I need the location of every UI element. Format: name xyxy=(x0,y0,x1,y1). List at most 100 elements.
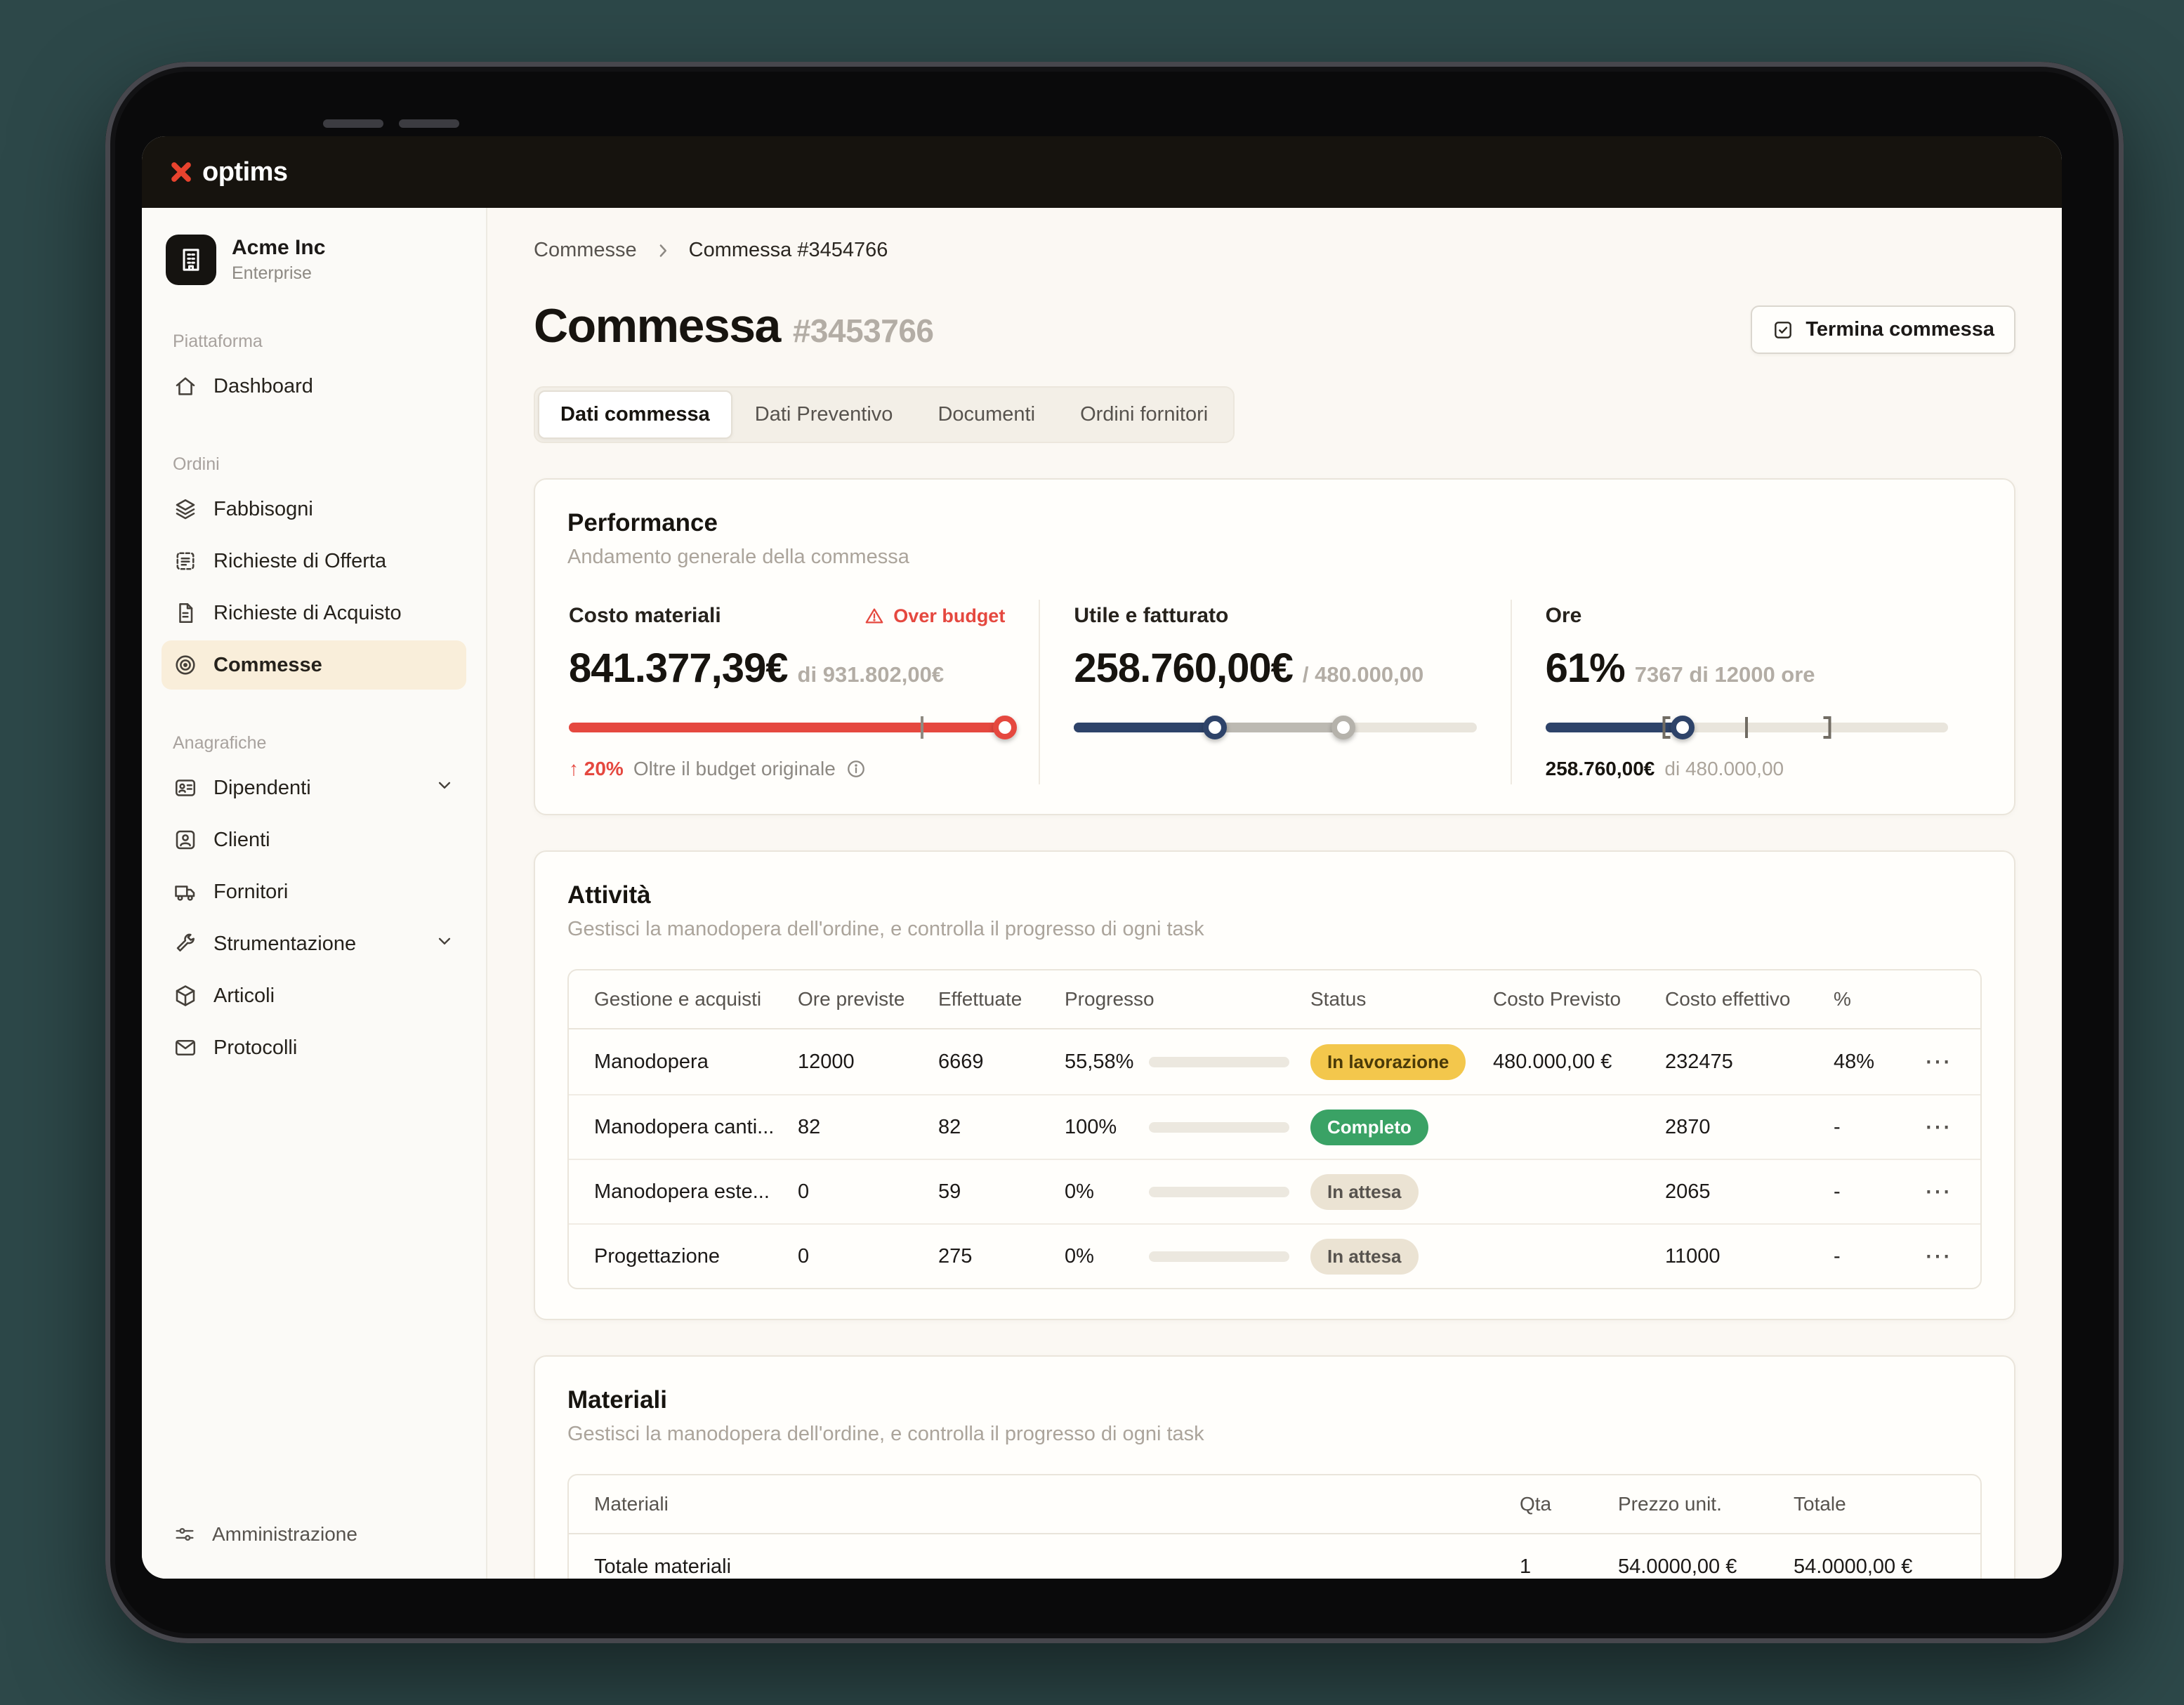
task-name: Manodopera canti... xyxy=(594,1115,775,1138)
section-label-anagrafiche: Anagrafiche xyxy=(173,733,267,753)
row-menu-button[interactable]: ⋯ xyxy=(1924,1112,1951,1142)
breadcrumb-root[interactable]: Commesse xyxy=(534,239,637,261)
range-close-marker xyxy=(1823,716,1831,739)
sidebar-item-label: Fornitori xyxy=(213,880,289,903)
card-subtitle: Gestisci la manodopera dell'ordine, e co… xyxy=(567,1423,1204,1445)
utile-slider-knob-high[interactable] xyxy=(1331,716,1356,739)
wrench-icon xyxy=(176,933,195,952)
sidebar-item-fabbisogni[interactable]: Fabbisogni xyxy=(162,485,466,534)
task-name: Manodopera este... xyxy=(594,1180,770,1203)
tab-dati-commessa[interactable]: Dati commessa xyxy=(538,390,732,439)
truck-icon xyxy=(175,886,195,901)
breadcrumb: Commesse Commessa #3454766 xyxy=(534,239,2015,262)
row-menu-button[interactable]: ⋯ xyxy=(1924,1177,1951,1206)
layers-icon xyxy=(176,499,195,520)
progress-cell: 0% xyxy=(1065,1245,1310,1268)
main-content: Commesse Commessa #3454766 Commessa #3453… xyxy=(487,208,2062,1579)
task-name: Progettazione xyxy=(594,1244,720,1268)
progress-bar xyxy=(1149,1251,1289,1262)
screen: optims Acme Inc Enterprise xyxy=(142,136,2062,1579)
performance-card: Performance Andamento generale della com… xyxy=(534,478,2015,815)
material-name: Totale materiali xyxy=(594,1555,732,1578)
tab-dati-preventivo[interactable]: Dati Preventivo xyxy=(754,403,893,426)
user-icon xyxy=(176,830,195,850)
costo-materiali-slider xyxy=(569,716,1018,739)
sidebar-item-label: Fabbisogni xyxy=(213,497,313,520)
target-icon xyxy=(176,655,195,675)
ore-footer-value: 258.760,00€ xyxy=(1545,758,1655,779)
card-title: Attività xyxy=(567,881,651,909)
progress-cell: 55,58% xyxy=(1065,1051,1310,1074)
sidebar-item-strumentazione[interactable]: Strumentazione xyxy=(162,919,466,968)
sidebar-item-label: Commesse xyxy=(213,653,322,676)
table-row: Manodopera 12000 6669 55,58% In lavorazi… xyxy=(569,1029,1980,1094)
chevron-right-icon xyxy=(652,240,673,261)
budget-marker xyxy=(921,716,924,739)
check-square-icon xyxy=(1775,321,1792,338)
company-plan: Enterprise xyxy=(232,263,312,283)
table-header: Materiali Qta Prezzo unit. Totale xyxy=(569,1475,1980,1534)
table-header: Gestione e acquisti Ore previste Effettu… xyxy=(569,970,1980,1029)
warning-triangle-icon xyxy=(865,608,883,624)
termina-commessa-button[interactable]: Termina commessa xyxy=(1751,305,2015,354)
costo-slider-knob[interactable] xyxy=(993,716,1018,739)
building-icon xyxy=(183,249,199,271)
sidebar-item-clienti[interactable]: Clienti xyxy=(162,815,466,864)
breadcrumb-current: Commessa #3454766 xyxy=(688,239,888,261)
metric-value: 841.377,39€ di 931.802,00€ xyxy=(569,645,945,691)
brand-name: optims xyxy=(202,157,288,187)
status-badge: In attesa xyxy=(1310,1173,1419,1210)
progress-cell: 100% xyxy=(1065,1116,1310,1139)
metric-ore: Ore 61% 7367 di 12000 ore xyxy=(1510,600,1982,784)
sidebar-item-amministrazione[interactable]: Amministrazione xyxy=(162,1522,466,1546)
metric-value: 61% 7367 di 12000 ore xyxy=(1545,645,1815,691)
id-badge-icon xyxy=(175,779,196,796)
row-menu-button[interactable]: ⋯ xyxy=(1924,1242,1951,1271)
metric-label: Costo materiali xyxy=(569,604,721,627)
materiali-card: Materiali Gestisci la manodopera dell'or… xyxy=(534,1355,2015,1579)
materiali-table: Materiali Qta Prezzo unit. Totale Totale… xyxy=(567,1474,1982,1579)
mail-icon xyxy=(175,1039,196,1056)
utile-slider-knob-low[interactable] xyxy=(1202,716,1227,739)
metric-label: Utile e fatturato xyxy=(1074,604,1229,627)
ore-slider-knob[interactable] xyxy=(1670,716,1695,739)
sidebar-item-richieste-di-acquisto[interactable]: Richieste di Acquisto xyxy=(162,588,466,638)
card-subtitle: Gestisci la manodopera dell'ordine, e co… xyxy=(567,918,1204,940)
chevron-down-icon xyxy=(434,930,455,957)
range-mid-marker xyxy=(1745,717,1749,738)
sidebar-item-dipendenti[interactable]: Dipendenti xyxy=(162,763,466,812)
card-title: Performance xyxy=(567,509,718,536)
sidebar-item-dashboard[interactable]: Dashboard xyxy=(162,362,466,411)
company-name: Acme Inc xyxy=(232,236,326,260)
brand-x-icon xyxy=(171,162,191,182)
sidebar-item-fornitori[interactable]: Fornitori xyxy=(162,867,466,916)
ore-slider xyxy=(1545,716,1948,739)
tab-documenti[interactable]: Documenti xyxy=(938,403,1036,426)
section-label-piattaforma: Piattaforma xyxy=(173,331,263,351)
status-badge: In attesa xyxy=(1310,1238,1419,1275)
sidebar-item-label: Dipendenti xyxy=(213,776,311,799)
sidebar-item-label: Protocolli xyxy=(213,1036,298,1059)
row-menu-button[interactable]: ⋯ xyxy=(1924,1047,1951,1077)
sidebar-item-articoli[interactable]: Articoli xyxy=(162,971,466,1020)
table-row: Totale materiali 1 54.0000,00 € 54.0000,… xyxy=(594,1555,1913,1578)
sidebar-item-label: Richieste di Acquisto xyxy=(213,601,402,624)
app-top-bar: optims xyxy=(142,136,2062,208)
tablet-top-button xyxy=(399,119,459,128)
workspace-switcher[interactable]: Acme Inc Enterprise xyxy=(162,235,466,285)
sidebar-item-commesse[interactable]: Commesse xyxy=(162,640,466,690)
status-badge: In lavorazione xyxy=(1310,1044,1466,1080)
sidebar-item-label: Dashboard xyxy=(213,374,313,397)
delta-up: ↑ 20% xyxy=(569,758,624,779)
info-icon[interactable] xyxy=(846,758,867,779)
section-label-ordini: Ordini xyxy=(173,454,220,474)
progress-bar xyxy=(1149,1121,1289,1133)
sidebar-item-richieste-di-offerta[interactable]: Richieste di Offerta xyxy=(162,536,466,586)
metric-costo-materiali: Costo materiali Over budget 841.377,39€ d… xyxy=(567,600,1039,784)
tab-ordini-fornitori[interactable]: Ordini fornitori xyxy=(1080,403,1209,426)
page-title: Commessa #3453766 xyxy=(534,299,934,353)
sidebar-item-label: Strumentazione xyxy=(213,932,357,955)
progress-cell: 0% xyxy=(1065,1180,1310,1204)
sidebar-item-protocolli[interactable]: Protocolli xyxy=(162,1023,466,1072)
